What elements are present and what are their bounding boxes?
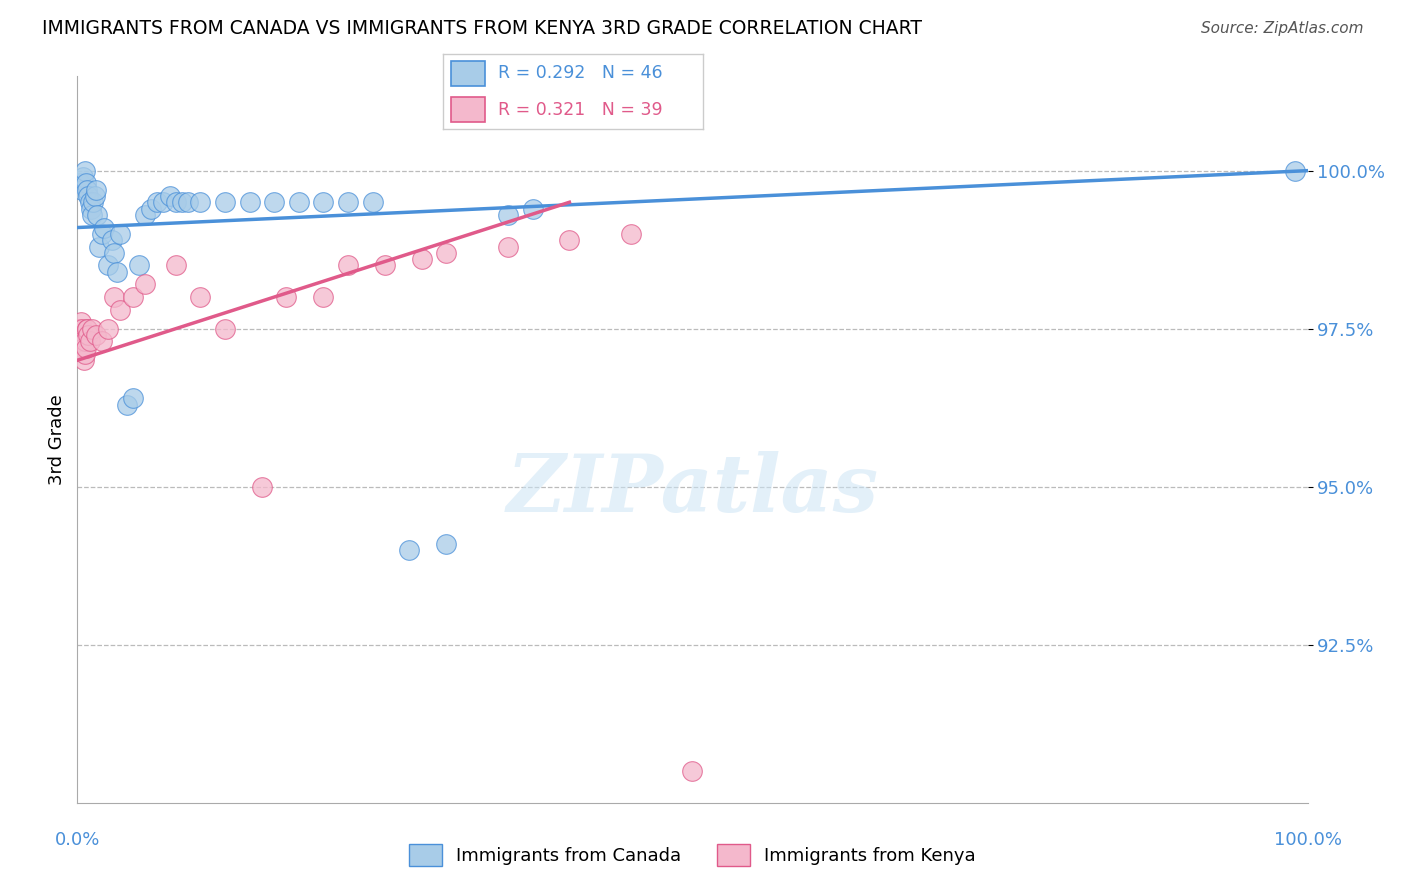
Point <box>312 290 335 304</box>
Point <box>73 353 96 368</box>
Point <box>121 391 143 405</box>
Text: 0.0%: 0.0% <box>55 831 100 849</box>
Point <box>1284 163 1306 178</box>
Point <box>398 543 420 558</box>
Point <box>101 233 124 247</box>
Point <box>105 265 128 279</box>
Point <box>69 321 91 335</box>
Point <box>73 163 96 178</box>
Text: R = 0.292   N = 46: R = 0.292 N = 46 <box>498 64 662 82</box>
Point <box>70 321 93 335</box>
Point <box>436 245 458 260</box>
Point <box>75 334 97 349</box>
Point <box>337 195 360 210</box>
Point <box>103 290 125 304</box>
Point <box>522 202 544 216</box>
Point <box>146 195 169 210</box>
FancyBboxPatch shape <box>451 62 485 87</box>
Point <box>134 277 156 292</box>
Point <box>97 259 120 273</box>
Text: Source: ZipAtlas.com: Source: ZipAtlas.com <box>1201 21 1364 36</box>
Point <box>188 195 212 210</box>
Point <box>93 220 115 235</box>
Point <box>76 321 98 335</box>
Point <box>67 321 90 335</box>
Point <box>312 195 335 210</box>
Point <box>67 321 90 335</box>
Point <box>72 334 94 349</box>
Point <box>361 195 384 210</box>
Point <box>496 208 519 222</box>
Point <box>70 315 93 329</box>
Point <box>76 321 98 335</box>
Text: R = 0.321   N = 39: R = 0.321 N = 39 <box>498 101 662 119</box>
Point <box>411 252 433 267</box>
Point <box>214 321 236 335</box>
Point <box>128 259 150 273</box>
Point <box>276 290 298 304</box>
Point <box>82 208 104 222</box>
Point <box>141 202 163 216</box>
Point <box>77 328 100 343</box>
Point <box>70 328 93 343</box>
Point <box>682 764 704 779</box>
Point <box>89 239 111 253</box>
Point <box>337 259 360 273</box>
Point <box>73 347 96 361</box>
Point <box>170 195 193 210</box>
Point <box>110 302 132 317</box>
Point <box>86 208 108 222</box>
Text: IMMIGRANTS FROM CANADA VS IMMIGRANTS FROM KENYA 3RD GRADE CORRELATION CHART: IMMIGRANTS FROM CANADA VS IMMIGRANTS FRO… <box>42 19 922 38</box>
Point <box>90 334 114 349</box>
Y-axis label: 3rd Grade: 3rd Grade <box>48 394 66 484</box>
Point <box>110 227 132 241</box>
Point <box>72 169 94 184</box>
Point <box>214 195 236 210</box>
Point <box>77 189 100 203</box>
Point <box>72 341 94 355</box>
Point <box>90 227 114 241</box>
FancyBboxPatch shape <box>451 96 485 122</box>
Point <box>69 334 91 349</box>
Point <box>79 334 101 349</box>
Text: 100.0%: 100.0% <box>1274 831 1341 849</box>
Point <box>80 202 103 216</box>
Point <box>436 536 458 550</box>
Point <box>188 290 212 304</box>
Legend: Immigrants from Canada, Immigrants from Kenya: Immigrants from Canada, Immigrants from … <box>409 845 976 866</box>
Point <box>75 176 97 190</box>
Point <box>97 321 120 335</box>
Point <box>263 195 285 210</box>
Point <box>496 239 519 253</box>
Point <box>121 290 143 304</box>
Point <box>76 183 98 197</box>
Point <box>558 233 581 247</box>
Point <box>84 183 107 197</box>
Point <box>134 208 156 222</box>
Point <box>82 195 104 210</box>
Point <box>70 183 93 197</box>
Point <box>103 245 125 260</box>
Point <box>620 227 643 241</box>
Point <box>374 259 396 273</box>
Point <box>239 195 262 210</box>
Point <box>75 341 97 355</box>
Point <box>152 195 174 210</box>
Point <box>79 195 101 210</box>
Point <box>69 176 91 190</box>
Point <box>84 328 107 343</box>
Point <box>115 398 138 412</box>
Point <box>165 259 187 273</box>
Point <box>165 195 187 210</box>
Point <box>250 480 273 494</box>
Text: ZIPatlas: ZIPatlas <box>506 451 879 529</box>
Point <box>177 195 200 210</box>
Point <box>82 321 104 335</box>
Point <box>83 189 105 203</box>
Point <box>159 189 181 203</box>
Point <box>288 195 311 210</box>
